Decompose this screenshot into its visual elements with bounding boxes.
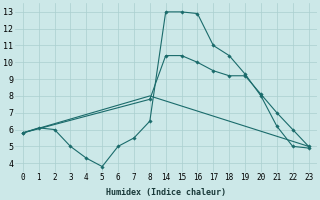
X-axis label: Humidex (Indice chaleur): Humidex (Indice chaleur): [106, 188, 226, 197]
